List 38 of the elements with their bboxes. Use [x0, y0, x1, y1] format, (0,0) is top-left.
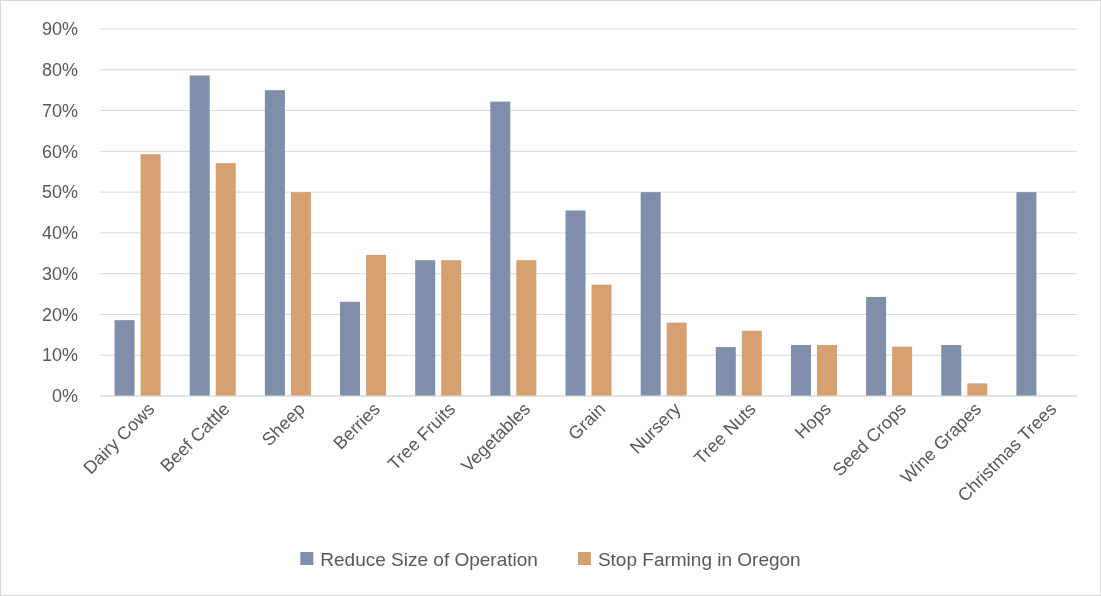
- bar: [967, 383, 988, 396]
- bar: [666, 322, 687, 396]
- y-tick-label: 60%: [41, 141, 78, 162]
- bar: [941, 345, 962, 396]
- bar: [715, 347, 736, 396]
- bar: [516, 260, 537, 396]
- bar: [215, 163, 236, 396]
- bar: [565, 210, 586, 396]
- bar: [114, 320, 135, 396]
- y-tick-label: 70%: [41, 100, 78, 121]
- legend-label: Reduce Size of Operation: [320, 548, 538, 570]
- y-tick-label: 10%: [41, 345, 78, 366]
- y-tick-label: 40%: [41, 223, 78, 244]
- bar: [640, 192, 661, 396]
- bar: [816, 345, 837, 396]
- bar: [1016, 192, 1037, 396]
- bar: [290, 192, 311, 396]
- y-tick-label: 50%: [41, 182, 78, 203]
- bar: [415, 260, 436, 396]
- bar: [741, 330, 762, 396]
- y-tick-label: 90%: [41, 19, 78, 40]
- y-tick-label: 20%: [41, 304, 78, 325]
- y-tick-label: 0%: [51, 386, 78, 407]
- bar: [866, 296, 887, 396]
- bar: [591, 284, 612, 396]
- y-tick-label: 80%: [41, 60, 78, 81]
- bar: [892, 346, 913, 396]
- bar: [441, 260, 462, 396]
- legend-label: Stop Farming in Oregon: [597, 548, 801, 570]
- bar: [790, 345, 811, 396]
- bar: [340, 301, 361, 396]
- bar: [264, 90, 285, 396]
- bar: [189, 75, 210, 396]
- bar: [490, 101, 511, 396]
- x-tick-label: Tree Nuts: [690, 398, 760, 469]
- bar: [366, 254, 387, 396]
- y-tick-label: 30%: [41, 263, 78, 284]
- bar: [140, 154, 161, 396]
